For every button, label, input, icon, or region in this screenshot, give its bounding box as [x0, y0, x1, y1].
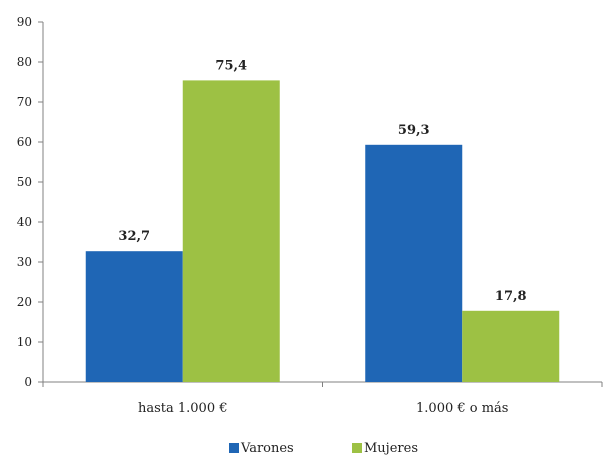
legend-label: Varones — [240, 441, 294, 456]
legend-swatch-varones — [229, 443, 239, 453]
data-label: 75,4 — [215, 58, 247, 73]
bars-group — [85, 80, 560, 383]
y-tick-label: 70 — [17, 95, 32, 109]
x-category-label: 1.000 € o más — [416, 401, 508, 416]
y-tick-label: 50 — [17, 175, 32, 189]
data-label: 32,7 — [118, 229, 150, 244]
y-axis: 0 10 20 30 40 50 60 70 80 90 — [17, 15, 44, 389]
x-axis: hasta 1.000 € 1.000 € o más — [42, 381, 603, 416]
y-tick-label: 90 — [17, 15, 32, 29]
bar-mujeres-1 — [462, 310, 560, 382]
data-label: 17,8 — [495, 289, 527, 304]
y-tick-label: 10 — [17, 335, 32, 349]
data-label: 59,3 — [398, 123, 430, 138]
x-category-label: hasta 1.000 € — [138, 401, 228, 416]
y-tick-label: 0 — [24, 375, 32, 389]
legend-label: Mujeres — [364, 441, 418, 456]
data-labels-group: 32,7 59,3 75,4 17,8 — [118, 58, 526, 303]
bar-mujeres-0 — [182, 80, 280, 383]
bar-varones-0 — [85, 251, 183, 382]
legend: Varones Mujeres — [229, 441, 418, 456]
bar-varones-1 — [365, 144, 463, 382]
y-tick-label: 60 — [17, 135, 32, 149]
y-tick-label: 40 — [17, 215, 32, 229]
y-tick-label: 30 — [17, 255, 32, 269]
y-tick-label: 20 — [17, 295, 32, 309]
legend-swatch-mujeres — [352, 443, 362, 453]
y-tick-label: 80 — [17, 55, 32, 69]
